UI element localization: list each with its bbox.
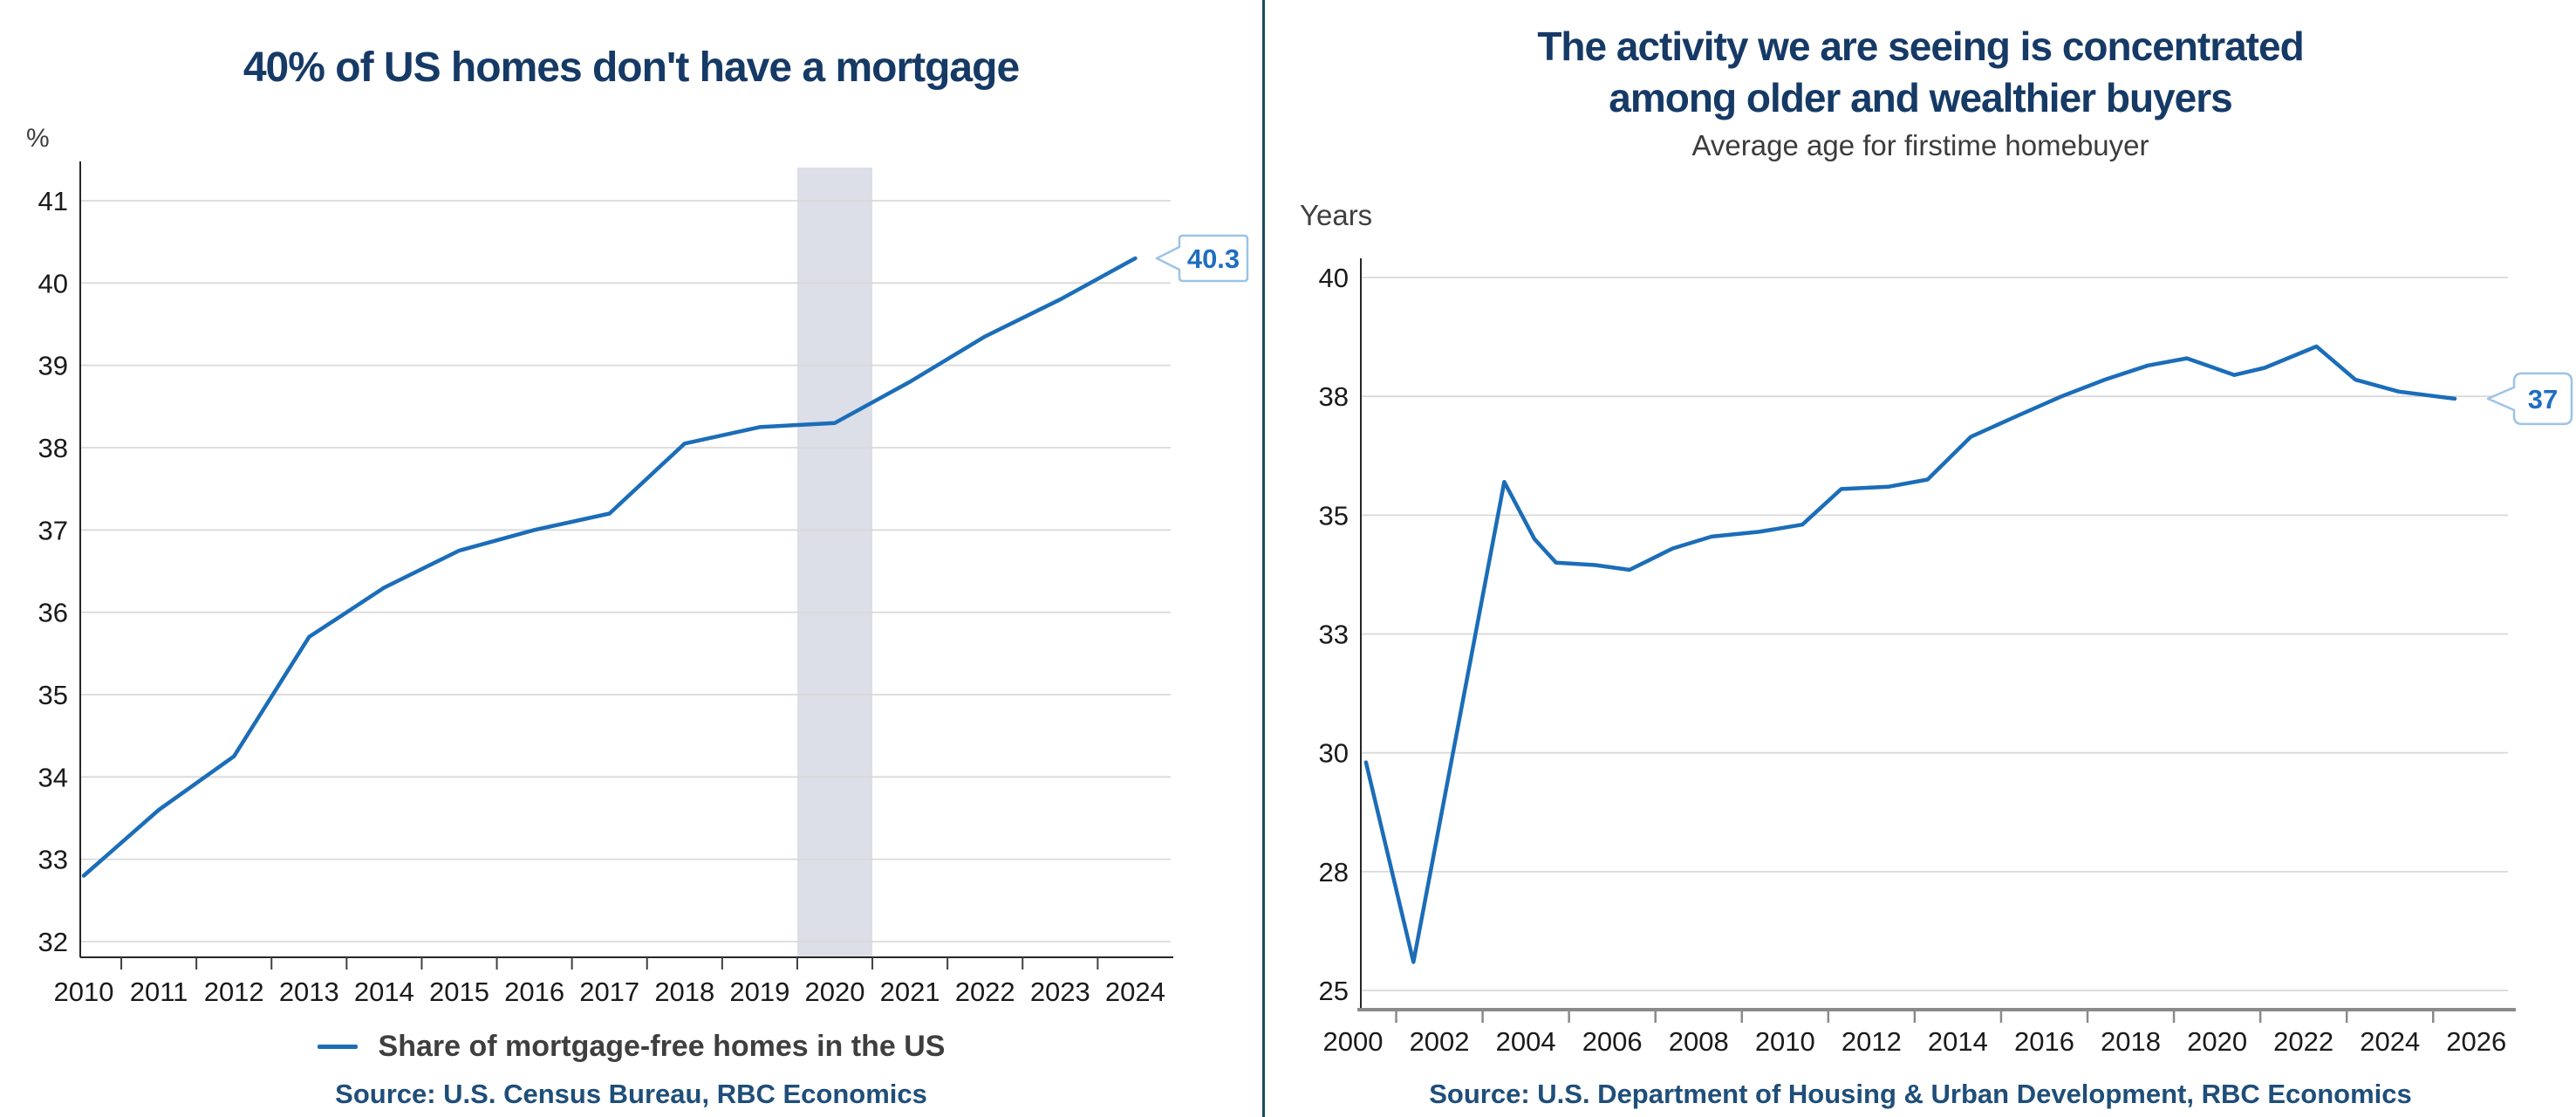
y-tick-label: 35 — [38, 680, 68, 710]
y-tick-label: 36 — [38, 598, 68, 628]
x-tick-label: 2018 — [2101, 1026, 2161, 1057]
x-tick-label: 2012 — [204, 977, 264, 1007]
callout-label: 37 — [2528, 384, 2558, 415]
x-tick-label: 2000 — [1323, 1026, 1384, 1057]
x-tick-label: 2014 — [1928, 1026, 1988, 1057]
x-tick-label: 2018 — [654, 977, 714, 1007]
y-tick-label: 35 — [1319, 500, 1349, 531]
y-tick-label: 34 — [38, 762, 68, 792]
x-tick-label: 2020 — [2187, 1026, 2247, 1057]
y-axis-unit-label: % — [26, 124, 50, 153]
x-tick-label: 2024 — [2360, 1026, 2420, 1057]
x-tick-label: 2004 — [1496, 1026, 1556, 1057]
x-tick-label: 2010 — [54, 977, 114, 1007]
y-tick-label: 33 — [1319, 620, 1349, 650]
series-line — [81, 256, 1138, 878]
source-note: Source: U.S. Department of Housing & Urb… — [1429, 1079, 2412, 1109]
x-tick-label: 2014 — [354, 977, 414, 1007]
x-tick-label: 2024 — [1105, 977, 1165, 1007]
x-tick-label: 2011 — [130, 977, 188, 1007]
page-title: The activity we are seeing is concentrat… — [1265, 21, 2576, 124]
legend: Share of mortgage-free homes in the US — [0, 1030, 1262, 1064]
legend-line-swatch — [317, 1045, 358, 1049]
x-tick-label: 2012 — [1841, 1026, 1902, 1057]
x-tick-label: 2010 — [1755, 1026, 1815, 1057]
y-tick-label: 33 — [38, 845, 68, 875]
title-line-2: among older and wealthier buyers — [1609, 75, 2232, 120]
x-tick-label: 2020 — [805, 977, 865, 1007]
y-tick-label: 40 — [1319, 263, 1349, 293]
chart-subtitle: Average age for firstime homebuyer — [1691, 129, 2149, 161]
source-note: Source: U.S. Census Bureau, RBC Economic… — [335, 1079, 927, 1109]
panel-divider — [1262, 0, 1265, 1117]
y-tick-label: 40 — [38, 268, 68, 298]
x-tick-label: 2026 — [2446, 1026, 2506, 1057]
x-tick-label: 2016 — [2014, 1026, 2074, 1057]
x-tick-label: 2006 — [1582, 1026, 1643, 1057]
x-tick-label: 2013 — [279, 977, 339, 1007]
y-tick-label: 30 — [1319, 738, 1349, 769]
x-tick-label: 2019 — [729, 977, 789, 1007]
chart-panel-firsttime-buyer-age: The activity we are seeing is concentrat… — [1265, 0, 2576, 1117]
y-tick-label: 38 — [1319, 381, 1349, 412]
y-tick-label: 41 — [38, 186, 68, 216]
y-tick-label: 32 — [38, 927, 68, 957]
y-tick-label: 38 — [38, 433, 68, 463]
page-title: 40% of US homes don't have a mortgage — [243, 45, 1020, 91]
x-tick-label: 2021 — [880, 977, 940, 1007]
chart-panel-mortgage-free: 40% of US homes don't have a mortgage % … — [0, 0, 1262, 1117]
y-tick-label: 28 — [1319, 857, 1349, 887]
x-tick-label: 2022 — [955, 977, 1015, 1007]
callout-label: 40.3 — [1187, 243, 1240, 274]
value-callout — [1155, 234, 1249, 283]
x-tick-label: 2002 — [1410, 1026, 1470, 1057]
x-tick-label: 2008 — [1669, 1026, 1729, 1057]
y-tick-label: 39 — [38, 351, 68, 381]
y-tick-label: 37 — [38, 515, 68, 545]
x-tick-label: 2016 — [504, 977, 564, 1007]
legend-label: Share of mortgage-free homes in the US — [378, 1030, 946, 1063]
title-line-1: The activity we are seeing is concentrat… — [1537, 24, 2304, 69]
x-tick-label: 2023 — [1030, 977, 1090, 1007]
line-chart-mortgage-free: 41 40 39 38 37 36 35 34 33 32 2010 2011 2012 2013 2014… — [38, 161, 1249, 1007]
series-line — [1363, 344, 2457, 964]
x-tick-label: 2017 — [579, 977, 639, 1007]
value-callout — [2486, 372, 2573, 426]
x-tick-label: 2022 — [2273, 1026, 2333, 1057]
x-tick-label: 2015 — [429, 977, 489, 1007]
recession-band — [796, 168, 873, 957]
line-chart-buyer-age: 40 38 35 33 30 28 25 2000 2002 2004 2006 2008 2010 20… — [1319, 258, 2573, 1057]
y-axis-unit-label: Years — [1300, 199, 1373, 231]
y-tick-label: 25 — [1319, 976, 1349, 1006]
